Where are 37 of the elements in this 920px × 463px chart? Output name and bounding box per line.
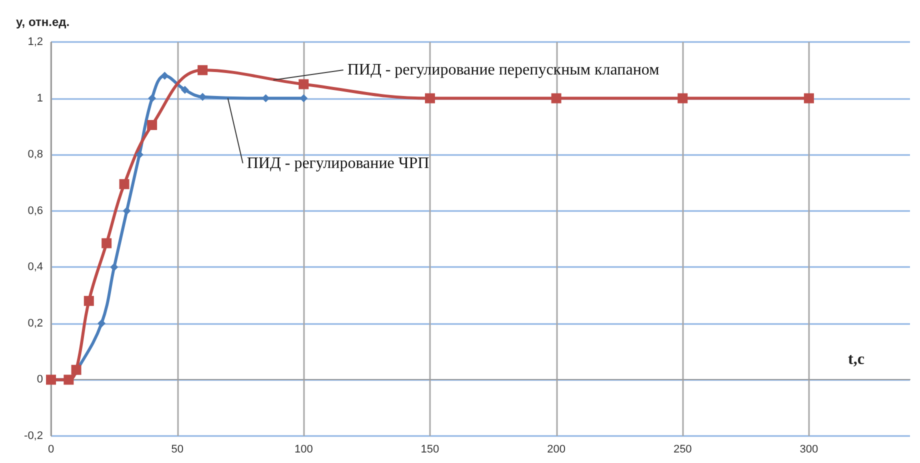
point (678, 93, 688, 104)
point (424, 93, 435, 104)
point (119, 179, 130, 190)
annotation: ПИД - регулирование перепускным клапаном (347, 61, 660, 78)
point (198, 65, 208, 76)
y-tick-label: 1 (36, 92, 43, 104)
point (147, 120, 158, 130)
y-tick-label: 0,6 (28, 204, 43, 217)
point (804, 93, 814, 104)
point (180, 86, 189, 94)
x-tick-label: 150 (420, 444, 440, 456)
x-tick-label: 250 (673, 444, 692, 456)
point (148, 94, 156, 102)
point (160, 72, 169, 80)
y-tick-label: 0,4 (28, 261, 43, 274)
x-tick-label: 200 (547, 444, 566, 456)
y-tick-label: -0,2 (24, 430, 43, 442)
point (102, 238, 112, 248)
y-tick-label: 0,2 (28, 317, 43, 330)
point (84, 296, 94, 306)
point (298, 79, 309, 90)
point (71, 364, 82, 375)
x-tick-label: 50 (171, 444, 184, 456)
y-tick-label: 0 (36, 374, 43, 386)
x-tick-label: 100 (294, 444, 313, 456)
x-tick-label: 300 (800, 444, 818, 456)
x-tick-label: 0 (48, 444, 54, 456)
y-tick-label: 0,8 (28, 148, 43, 161)
point (551, 93, 562, 104)
y-tick-label: 1,2 (28, 36, 43, 48)
annotation: ПИД - регулирование ЧРП (246, 154, 430, 172)
point (122, 206, 131, 215)
point (98, 319, 106, 328)
point (110, 263, 118, 272)
x-axis-title: t,c (848, 351, 864, 368)
y-axis-title: y, отн.ед. (16, 15, 70, 29)
point (135, 150, 144, 159)
